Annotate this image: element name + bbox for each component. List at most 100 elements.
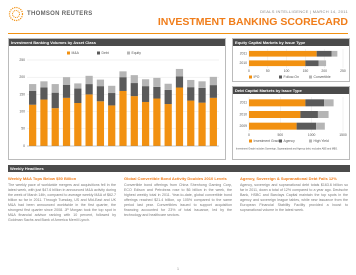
bar-segment	[119, 71, 127, 78]
legend-label: Convertible	[314, 75, 331, 79]
chart-panel: Equity Capital Markets by Issue Type 0 50…	[232, 38, 350, 82]
bar-segment	[296, 122, 317, 130]
chart: 0 500 1000 1500 2011 2010 2009 Investment Grade…	[236, 97, 347, 151]
bar-segment	[318, 60, 327, 67]
bar-segment	[40, 87, 48, 100]
bar-segment	[40, 99, 48, 146]
chart: 0 50 100 150 200 250 2011 2010 IPO Follow-On Conve…	[239, 49, 346, 79]
bar-segment	[108, 105, 116, 146]
chart-title: Equity Capital Markets by Issue Type	[233, 39, 349, 46]
bar-segment	[175, 68, 184, 77]
bar-segment	[130, 83, 138, 97]
bar-segment	[130, 96, 138, 146]
bar-segment	[40, 81, 48, 88]
legend-label: Follow-On	[284, 75, 300, 79]
bar-segment	[96, 101, 105, 146]
x-tick-label: 50	[266, 69, 270, 73]
x-tick-label: 100	[284, 69, 290, 73]
legend-swatch	[279, 139, 282, 143]
bar-segment	[29, 84, 37, 91]
bar-segment	[51, 84, 59, 93]
bar-segment	[187, 100, 195, 146]
y-tick-label: 2009	[239, 124, 247, 128]
headline: Global Convertible Bond Activity Doubles…	[124, 176, 227, 181]
bar-segment	[175, 87, 184, 146]
bar-segment	[96, 79, 105, 87]
bar-segment	[85, 94, 93, 146]
legend-label: Debt	[102, 51, 109, 55]
x-tick-label: 1500	[339, 133, 347, 137]
logo-text: THOMSON REUTERS	[27, 11, 93, 17]
bar-segment	[316, 50, 332, 57]
bar-segment	[141, 86, 150, 102]
chart-title: Investment Banking Volumes by Asset Clas…	[9, 39, 225, 46]
bar-segment	[317, 111, 329, 118]
chart: 0 50 100 150 200 250 M&A Debt Equity	[19, 51, 219, 148]
legend-swatch	[249, 139, 252, 143]
bar-segment	[119, 77, 127, 91]
x-tick-label: 0	[248, 133, 250, 137]
legend-swatch	[127, 51, 130, 55]
chart-note: Investment Grade includes Sovereign, Sup…	[236, 148, 338, 151]
bar-segment	[29, 104, 37, 146]
bar-segment	[198, 81, 206, 88]
bar-segment	[249, 50, 317, 57]
x-tick-label: 150	[303, 69, 309, 73]
bar-segment	[249, 122, 297, 130]
bar-segment	[141, 79, 150, 87]
bar-segment	[249, 99, 306, 107]
bar-segment	[198, 102, 206, 146]
bar-segment	[305, 99, 325, 107]
bar-segment	[153, 86, 161, 99]
bar-segment	[62, 97, 71, 146]
legend-label: IPO	[254, 75, 260, 79]
legend-swatch	[97, 51, 100, 55]
logo-mark	[8, 6, 24, 22]
bar-segment	[164, 89, 172, 105]
bar-segment	[29, 90, 37, 105]
bar-segment	[164, 83, 172, 90]
y-tick-label: 2011	[240, 52, 247, 56]
chart-panel: Debt Capital Markets by Issue Type 0 500 1…	[232, 86, 350, 160]
bar-segment	[209, 85, 217, 98]
legend-swatch	[309, 75, 312, 79]
bar-segment	[85, 84, 93, 95]
body: The weekly pace of worldwide mergers and…	[8, 182, 116, 222]
article: Global Convertible Bond Activity Doubles…	[124, 176, 232, 218]
bar-segment	[51, 92, 59, 109]
chart-title: Debt Capital Markets by Issue Type	[233, 87, 349, 94]
bar-segment	[331, 50, 338, 57]
headline: Agency, Sovereign & Supranational Debt F…	[240, 176, 337, 181]
article: Agency, Sovereign & Supranational Debt F…	[240, 176, 348, 213]
y-tick-label: 250	[19, 58, 25, 62]
bar-segment	[300, 111, 318, 118]
legend-swatch	[67, 51, 70, 55]
y-tick-label: 150	[19, 92, 25, 96]
bar-segment	[74, 83, 82, 89]
legend-label: Investment Grade	[254, 139, 281, 143]
bar-segment	[324, 99, 334, 107]
legend-label: M&A	[72, 51, 80, 55]
legend-swatch	[249, 75, 252, 79]
bar-segment	[96, 86, 105, 102]
bar-segment	[187, 79, 195, 88]
bar-segment	[108, 85, 116, 94]
bar-segment	[316, 122, 325, 130]
y-tick-label: 200	[19, 75, 25, 79]
bar-segment	[74, 88, 82, 103]
kicker: DEALS INTELLIGENCE | MARCH 14, 2011	[260, 9, 348, 14]
page-title: INVESTMENT BANKING SCORECARD	[157, 16, 348, 28]
bar-segment	[85, 75, 93, 85]
x-tick-label: 250	[340, 69, 346, 73]
bar-segment	[305, 60, 319, 67]
bar-segment	[130, 75, 138, 84]
bar-segment	[108, 93, 116, 106]
body: Agency, sovereign and supranational debt…	[240, 182, 348, 212]
x-tick-label: 200	[321, 69, 327, 73]
y-tick-label: 50	[21, 127, 25, 131]
y-tick-label: 2010	[239, 61, 247, 65]
x-tick-label: 0	[248, 69, 250, 73]
y-tick-label: 100	[19, 109, 25, 113]
bar-segment	[249, 111, 301, 118]
legend-label: High Yield	[314, 139, 329, 143]
